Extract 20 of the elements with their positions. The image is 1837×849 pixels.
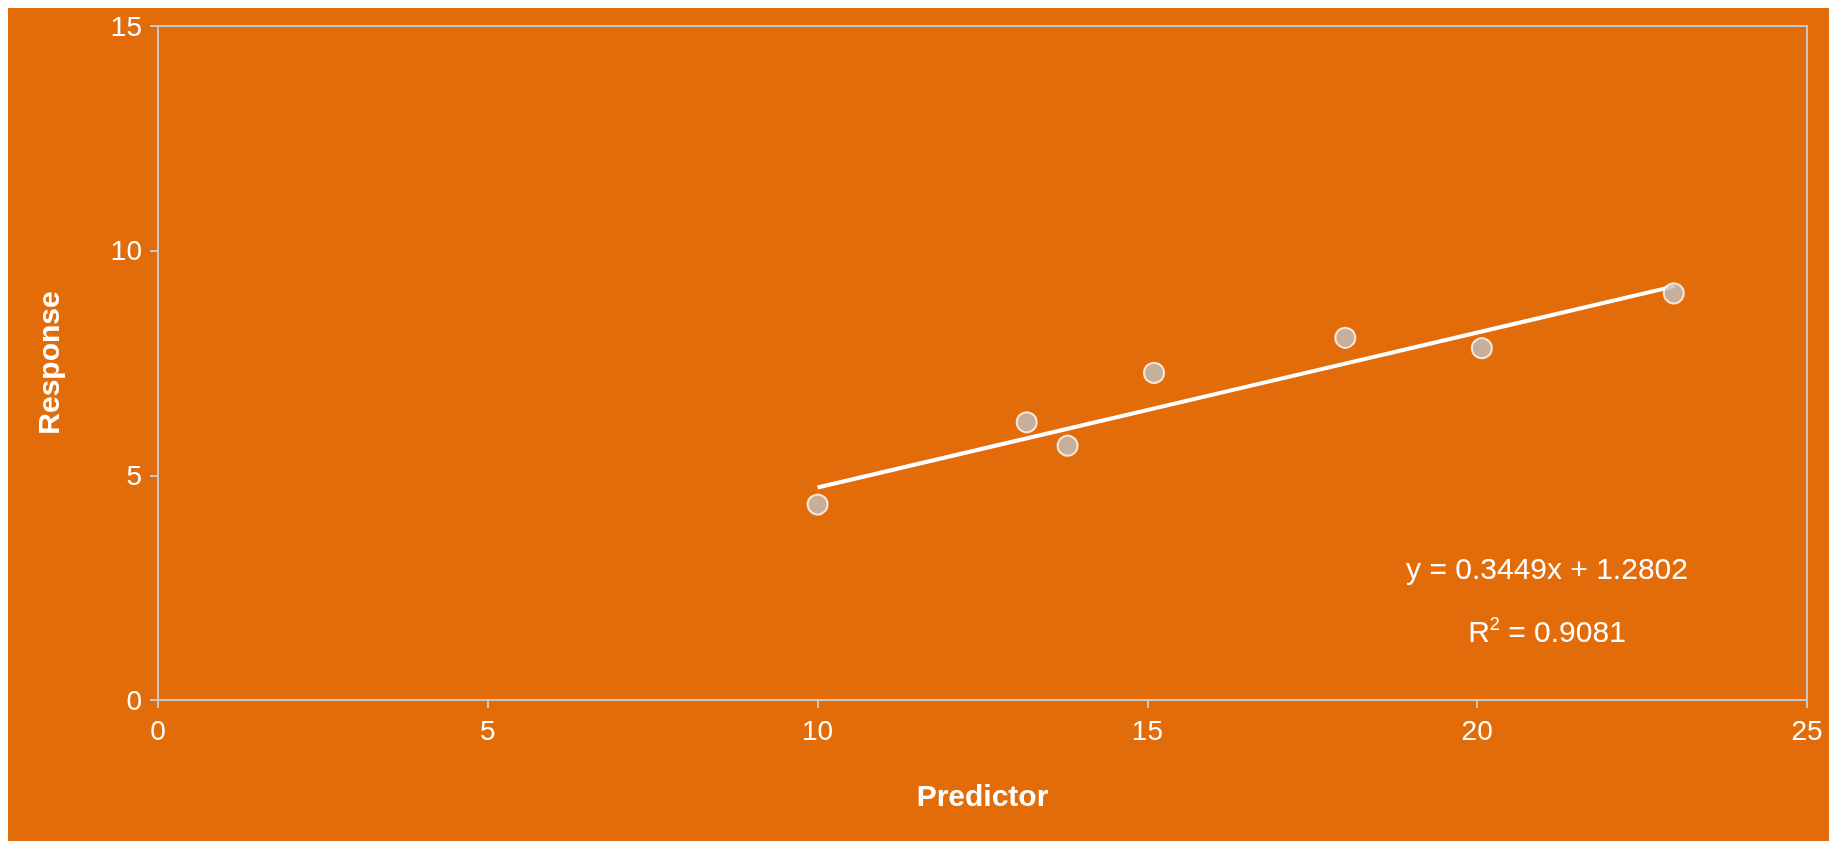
x-axis-title: Predictor	[916, 778, 1049, 812]
point	[1470, 337, 1493, 360]
y-tick-label: 5	[126, 459, 142, 491]
x-tick-label: 10	[802, 714, 834, 746]
point	[806, 493, 829, 516]
x-tick-label: 25	[1791, 714, 1823, 746]
y-tick-label: 10	[110, 235, 142, 267]
x-tick-label: 0	[150, 714, 166, 746]
point	[1143, 361, 1165, 384]
annotation: y = 0.3449x + 1.2802	[1406, 551, 1688, 585]
x-tick-label: 20	[1461, 714, 1493, 746]
x-tick-label: 5	[480, 714, 496, 746]
point	[1662, 282, 1685, 305]
point	[1334, 326, 1357, 349]
point	[1015, 411, 1038, 434]
y-tick-label: 0	[126, 684, 142, 716]
x-tick-label: 15	[1131, 714, 1163, 746]
y-tick-label: 15	[110, 10, 142, 42]
point	[1056, 434, 1079, 457]
y-axis-title: Response	[31, 291, 65, 435]
